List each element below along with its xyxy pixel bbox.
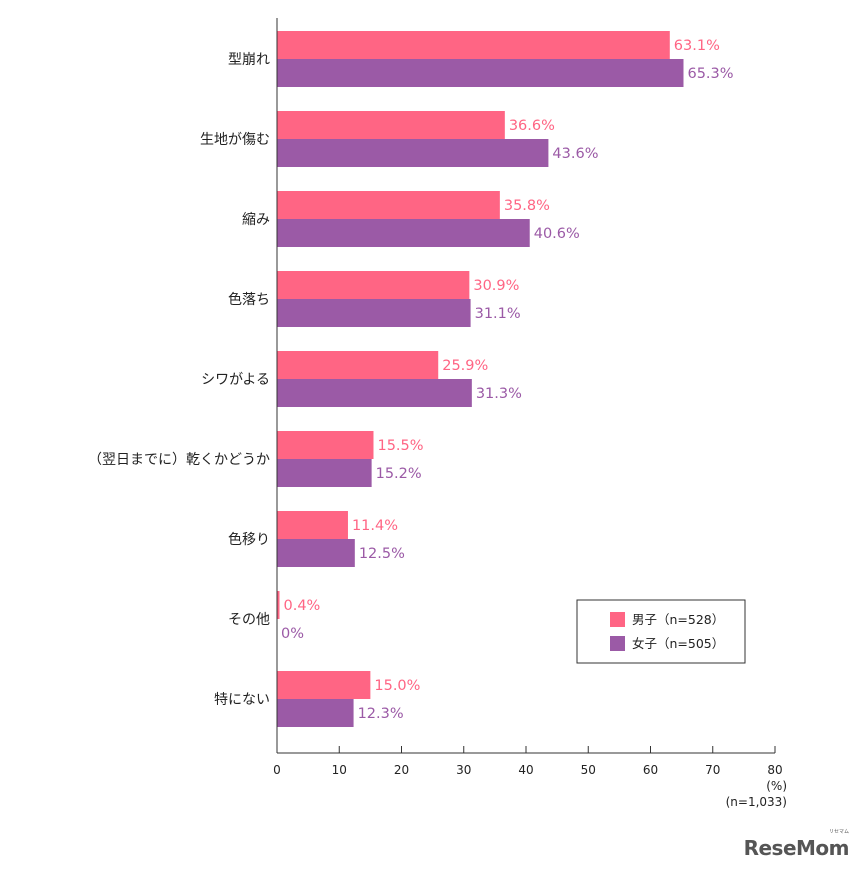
x-axis-unit-label: (%): [766, 779, 787, 793]
category-label-6: 色移り: [228, 531, 270, 548]
category-label-8: 特にない: [214, 692, 270, 708]
x-tick-label-4: 40: [518, 763, 533, 777]
category-label-5: （翌日までに）乾くかどうか: [88, 452, 270, 468]
bar-male-2: [277, 191, 500, 219]
bar-female-6: [277, 539, 355, 567]
value-label-male-7: 0.4%: [283, 598, 320, 614]
x-ticks-layer: 0 10 20 30 40 50 60 70 80: [273, 746, 783, 777]
legend: 男子（n=528） 女子（n=505）: [576, 599, 746, 664]
legend-swatch-male: [610, 612, 625, 627]
bar-male-0: [277, 31, 670, 59]
value-label-male-6: 11.4%: [352, 518, 398, 534]
resemom-logo: ReseMom リセマム: [743, 829, 850, 860]
logo-small-text: リセマム: [828, 829, 849, 835]
bars-layer: [277, 31, 684, 727]
x-tick-label-7: 70: [705, 763, 720, 777]
value-label-female-8: 12.3%: [358, 706, 404, 722]
legend-swatch-female: [610, 636, 625, 651]
x-tick-label-2: 20: [394, 763, 409, 777]
bar-female-5: [277, 459, 372, 487]
bar-male-4: [277, 351, 439, 379]
x-tick-label-0: 0: [273, 763, 281, 777]
sample-size-note: (n=1,033): [726, 795, 787, 809]
value-label-female-6: 12.5%: [359, 546, 405, 562]
value-label-female-4: 31.3%: [476, 386, 522, 402]
legend-box: [576, 599, 746, 664]
x-tick-label-1: 10: [332, 763, 347, 777]
logo-text: ReseMom: [743, 836, 850, 860]
value-label-male-4: 25.9%: [442, 358, 488, 374]
bar-male-1: [277, 111, 505, 139]
category-label-1: 生地が傷む: [200, 132, 270, 148]
value-label-male-8: 15.0%: [374, 678, 420, 694]
bar-male-3: [277, 271, 470, 299]
value-label-male-5: 15.5%: [377, 438, 423, 454]
category-label-2: 縮み: [242, 212, 270, 228]
category-label-7: その他: [228, 612, 270, 628]
x-tick-label-3: 30: [456, 763, 471, 777]
value-label-male-2: 35.8%: [504, 198, 550, 214]
bar-female-2: [277, 219, 530, 247]
value-label-male-0: 63.1%: [674, 38, 720, 54]
bar-female-1: [277, 139, 549, 167]
category-label-0: 型崩れ: [228, 52, 270, 68]
bar-male-7: [277, 591, 280, 619]
legend-label-female: 女子（n=505）: [632, 636, 724, 651]
bar-male-6: [277, 511, 348, 539]
bar-female-4: [277, 379, 472, 407]
value-label-female-3: 31.1%: [475, 306, 521, 322]
value-label-female-7: 0%: [281, 626, 304, 642]
x-tick-label-6: 60: [643, 763, 658, 777]
value-label-female-1: 43.6%: [552, 146, 598, 162]
category-label-3: 色落ち: [228, 291, 270, 308]
value-label-male-3: 30.9%: [473, 278, 519, 294]
value-label-male-1: 36.6%: [509, 118, 555, 134]
x-tick-label-8: 80: [767, 763, 782, 777]
x-tick-label-5: 50: [581, 763, 596, 777]
value-labels-layer: 63.1% 65.3% 36.6% 43.6% 35.8% 40.6% 30.9% 31.1%…: [281, 38, 734, 722]
bar-female-3: [277, 299, 471, 327]
value-label-female-2: 40.6%: [534, 226, 580, 242]
category-label-4: シワがよる: [201, 372, 270, 388]
bar-female-0: [277, 59, 684, 87]
bar-male-5: [277, 431, 374, 459]
value-label-female-5: 15.2%: [376, 466, 422, 482]
bar-female-8: [277, 699, 354, 727]
value-label-female-0: 65.3%: [687, 66, 733, 82]
bar-male-8: [277, 671, 371, 699]
legend-label-male: 男子（n=528）: [632, 612, 724, 627]
